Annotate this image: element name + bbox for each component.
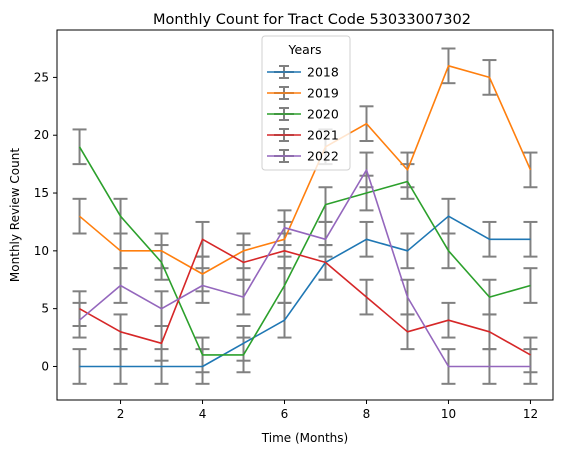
legend-label: 2022 bbox=[307, 149, 339, 164]
legend-title: Years bbox=[288, 42, 322, 57]
y-axis: 0 5 10 15 20 25 bbox=[34, 70, 57, 373]
y-tick-label: 25 bbox=[34, 70, 49, 84]
legend-label: 2018 bbox=[307, 65, 339, 80]
legend: Years 2018 2019 2020 2021 2022 bbox=[262, 36, 350, 170]
legend-label: 2019 bbox=[307, 86, 339, 101]
x-axis-label: Time (Months) bbox=[261, 431, 348, 445]
y-tick-label: 20 bbox=[34, 128, 49, 142]
x-tick-label: 8 bbox=[363, 407, 371, 421]
x-tick-label: 10 bbox=[441, 407, 456, 421]
x-tick-label: 4 bbox=[199, 407, 207, 421]
x-tick-label: 2 bbox=[117, 407, 125, 421]
x-axis: 2 4 6 8 10 12 bbox=[117, 400, 538, 421]
chart-title: Monthly Count for Tract Code 53033007302 bbox=[153, 12, 471, 28]
legend-label: 2020 bbox=[307, 107, 339, 122]
y-tick-label: 10 bbox=[34, 244, 49, 258]
series-line-2021 bbox=[80, 239, 531, 355]
y-axis-label: Monthly Review Count bbox=[8, 148, 22, 282]
y-tick-label: 5 bbox=[41, 302, 49, 316]
y-tick-label: 0 bbox=[41, 359, 49, 373]
y-tick-label: 15 bbox=[34, 186, 49, 200]
x-tick-label: 12 bbox=[523, 407, 538, 421]
legend-label: 2021 bbox=[307, 128, 339, 143]
x-tick-label: 6 bbox=[281, 407, 289, 421]
series-line-2018 bbox=[80, 216, 531, 366]
